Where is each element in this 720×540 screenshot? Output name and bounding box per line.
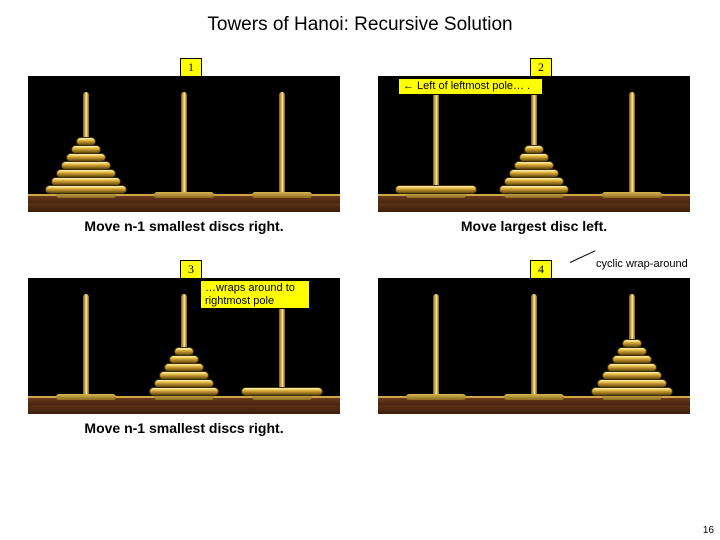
peg	[181, 92, 187, 196]
floor	[378, 398, 690, 414]
slide-number: 16	[703, 525, 714, 536]
peg-base	[252, 192, 312, 198]
floor	[28, 196, 340, 212]
disc-stack	[241, 388, 323, 396]
callout: ← Left of leftmost pole… .	[398, 78, 543, 95]
cell-4: 4	[378, 260, 690, 438]
floor	[378, 196, 690, 212]
panel-number: 3	[180, 260, 202, 279]
panel-number: 4	[530, 260, 552, 279]
hanoi-panel	[378, 76, 690, 212]
disc	[395, 185, 477, 194]
peg-base	[154, 192, 214, 198]
peg	[279, 92, 285, 196]
peg-base	[504, 394, 564, 400]
peg	[531, 294, 537, 398]
hanoi-panel	[378, 278, 690, 414]
disc-stack	[149, 348, 219, 396]
cell-2: 2← Left of leftmost pole… . Move largest …	[378, 58, 690, 236]
slide-title: Towers of Hanoi: Recursive Solution	[0, 0, 720, 44]
peg	[629, 92, 635, 196]
disc-stack	[591, 340, 673, 396]
panel-grid: 1 Move n-1 smallest discs right. 2← Left …	[28, 58, 692, 442]
panel-caption: Move largest disc left.	[378, 218, 690, 234]
disc-stack	[45, 138, 127, 194]
row-1: 1 Move n-1 smallest discs right. 2← Left …	[28, 58, 692, 236]
peg	[433, 92, 439, 196]
cyclic-wrap-label: cyclic wrap-around	[596, 258, 688, 270]
disc-stack	[499, 146, 569, 194]
panel-number: 1	[180, 58, 202, 77]
disc	[241, 387, 323, 396]
panel-caption: Move n-1 smallest discs right.	[28, 420, 340, 436]
hanoi-panel	[28, 76, 340, 212]
peg-base	[602, 192, 662, 198]
peg-base	[56, 394, 116, 400]
disc	[591, 387, 673, 396]
panel-caption: Move n-1 smallest discs right.	[28, 218, 340, 234]
disc	[45, 185, 127, 194]
peg	[433, 294, 439, 398]
floor	[28, 398, 340, 414]
peg-base	[406, 394, 466, 400]
callout: …wraps around to rightmost pole	[200, 280, 310, 309]
disc	[149, 387, 219, 396]
peg	[83, 294, 89, 398]
disc	[499, 185, 569, 194]
cell-1: 1 Move n-1 smallest discs right.	[28, 58, 340, 236]
peg	[279, 294, 285, 398]
panel-number: 2	[530, 58, 552, 77]
row-2: 3…wraps around to rightmost pole Move n-1…	[28, 260, 692, 438]
disc-stack	[395, 186, 477, 194]
cell-3: 3…wraps around to rightmost pole Move n-1…	[28, 260, 340, 438]
